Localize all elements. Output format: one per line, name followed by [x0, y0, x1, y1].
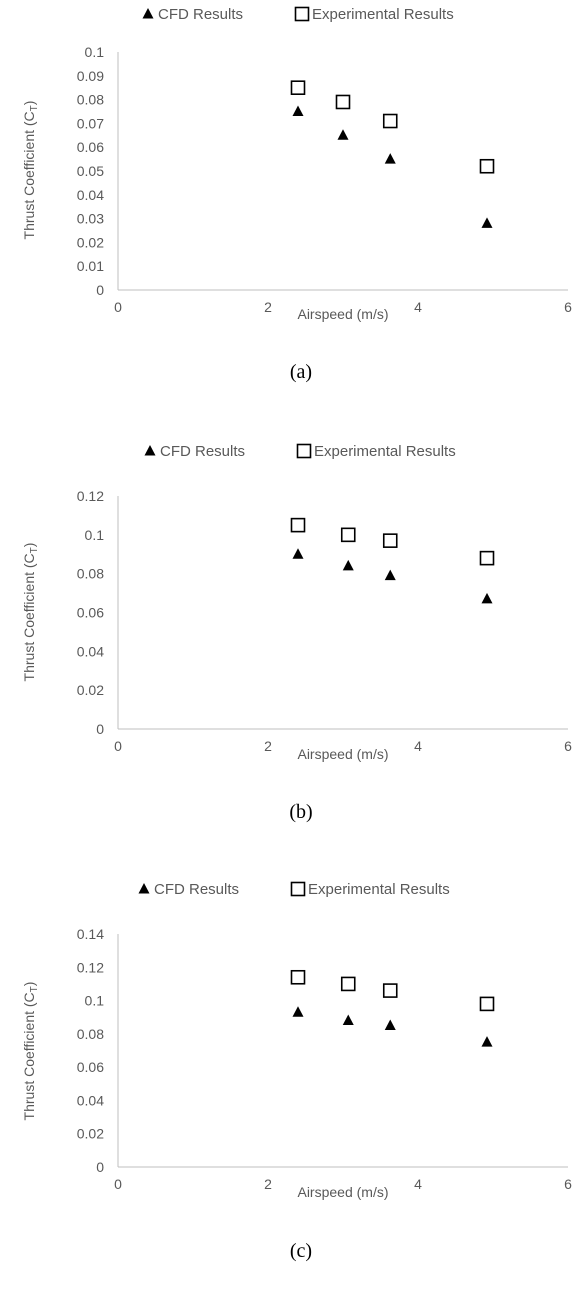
experimental-data-point [290, 969, 306, 985]
experimental-data-point [340, 976, 356, 992]
legend-triangle-marker [138, 883, 150, 894]
legend-label: Experimental Results [312, 6, 454, 23]
x-tick-label: 2 [264, 738, 272, 754]
experimental-series [290, 969, 495, 1012]
cfd-data-point [342, 559, 354, 571]
y-tick-label: 0.06 [77, 605, 104, 621]
cfd-data-point [481, 217, 493, 228]
x-tick-label: 0 [114, 1176, 122, 1192]
y-tick-label: 0.12 [77, 488, 104, 504]
panel-caption: (c) [290, 1240, 312, 1262]
y-tick-label: 0.08 [77, 1026, 104, 1042]
x-tick-label: 6 [564, 738, 572, 754]
y-tick-label: 0.12 [77, 959, 104, 975]
legend-square-marker [296, 443, 312, 459]
legend: CFD Results Experimental Results [142, 6, 454, 23]
experimental-data-point [290, 517, 306, 533]
chart-panel-b: CFD Results Experimental Results 0 0.02 0.04… [21, 443, 572, 823]
experimental-data-point [340, 527, 356, 543]
y-tick-label: 0.14 [77, 926, 104, 942]
legend-triangle-marker [144, 445, 156, 456]
cfd-data-point [384, 1019, 396, 1031]
y-tick-label: 0.03 [77, 211, 104, 227]
cfd-data-point [384, 569, 396, 581]
cfd-data-point [384, 153, 396, 164]
y-tick-label: 0.01 [77, 258, 104, 274]
legend-label: Experimental Results [314, 443, 456, 460]
experimental-series [290, 517, 495, 566]
experimental-data-point [382, 113, 398, 129]
y-tick-label: 0.1 [85, 993, 105, 1009]
x-axis-title: Airspeed (m/s) [297, 306, 388, 322]
y-tick-label: 0.07 [77, 115, 104, 131]
legend-label: Experimental Results [308, 881, 450, 898]
panel-caption: (a) [290, 361, 312, 383]
experimental-series [290, 80, 495, 174]
y-tick-label: 0.06 [77, 139, 104, 155]
y-tick-label: 0.08 [77, 92, 104, 108]
experimental-data-point [479, 550, 495, 566]
y-axis-title: Thrust Coefficient (CT) [21, 101, 40, 240]
cfd-series [292, 1006, 493, 1047]
legend: CFD Results Experimental Results [144, 443, 456, 460]
x-tick-label: 4 [414, 299, 422, 315]
y-tick-label: 0.02 [77, 682, 104, 698]
x-tick-label: 0 [114, 738, 122, 754]
y-axis-title: Thrust Coefficient (CT) [21, 543, 40, 682]
y-tick-label: 0.06 [77, 1059, 104, 1075]
legend-square-marker [294, 6, 310, 22]
experimental-data-point [479, 158, 495, 174]
cfd-series [292, 548, 493, 604]
legend-label: CFD Results [160, 443, 245, 460]
y-tick-label: 0.04 [77, 1092, 104, 1108]
x-tick-label: 6 [564, 1176, 572, 1192]
legend-square-marker [290, 881, 306, 897]
y-tick-label: 0.1 [85, 44, 105, 60]
experimental-data-point [479, 996, 495, 1012]
x-tick-label: 2 [264, 299, 272, 315]
cfd-data-point [337, 129, 349, 140]
x-tick-label: 0 [114, 299, 122, 315]
experimental-data-point [290, 80, 306, 95]
legend: CFD Results Experimental Results [138, 881, 450, 898]
experimental-data-point [335, 94, 351, 110]
x-axis-title: Airspeed (m/s) [297, 1184, 388, 1200]
legend-triangle-marker [142, 8, 154, 19]
y-axis-title: Thrust Coefficient (CT) [21, 982, 40, 1121]
y-tick-label: 0.08 [77, 566, 104, 582]
y-tick-label: 0 [96, 282, 104, 298]
y-tick-label: 0.04 [77, 643, 104, 659]
x-axis-title: Airspeed (m/s) [297, 746, 388, 762]
y-tick-label: 0 [96, 721, 104, 737]
cfd-data-point [481, 592, 493, 604]
experimental-data-point [382, 983, 398, 998]
y-tick-label: 0.02 [77, 1126, 104, 1142]
y-tick-label: 0.05 [77, 163, 104, 179]
cfd-data-point [342, 1014, 354, 1026]
legend-label: CFD Results [154, 881, 239, 898]
chart-panel-c: CFD Results Experimental Results 0 0.02 0.04… [21, 881, 572, 1262]
legend-label: CFD Results [158, 6, 243, 23]
y-tick-label: 0.1 [85, 527, 105, 543]
y-tick-label: 0 [96, 1159, 104, 1175]
x-tick-label: 4 [414, 1176, 422, 1192]
cfd-data-point [292, 548, 304, 559]
y-tick-label: 0.09 [77, 68, 104, 84]
y-tick-label: 0.02 [77, 234, 104, 250]
experimental-data-point [382, 533, 398, 548]
cfd-data-point [292, 1006, 304, 1017]
x-tick-label: 4 [414, 738, 422, 754]
panel-caption: (b) [289, 801, 312, 823]
cfd-data-point [481, 1036, 493, 1047]
cfd-series [292, 105, 493, 228]
x-tick-label: 2 [264, 1176, 272, 1192]
y-tick-label: 0.04 [77, 187, 104, 203]
cfd-data-point [292, 105, 304, 116]
x-tick-label: 6 [564, 299, 572, 315]
chart-panel-a: CFD Results Experimental Results 0 0.01 0.02… [21, 6, 572, 383]
